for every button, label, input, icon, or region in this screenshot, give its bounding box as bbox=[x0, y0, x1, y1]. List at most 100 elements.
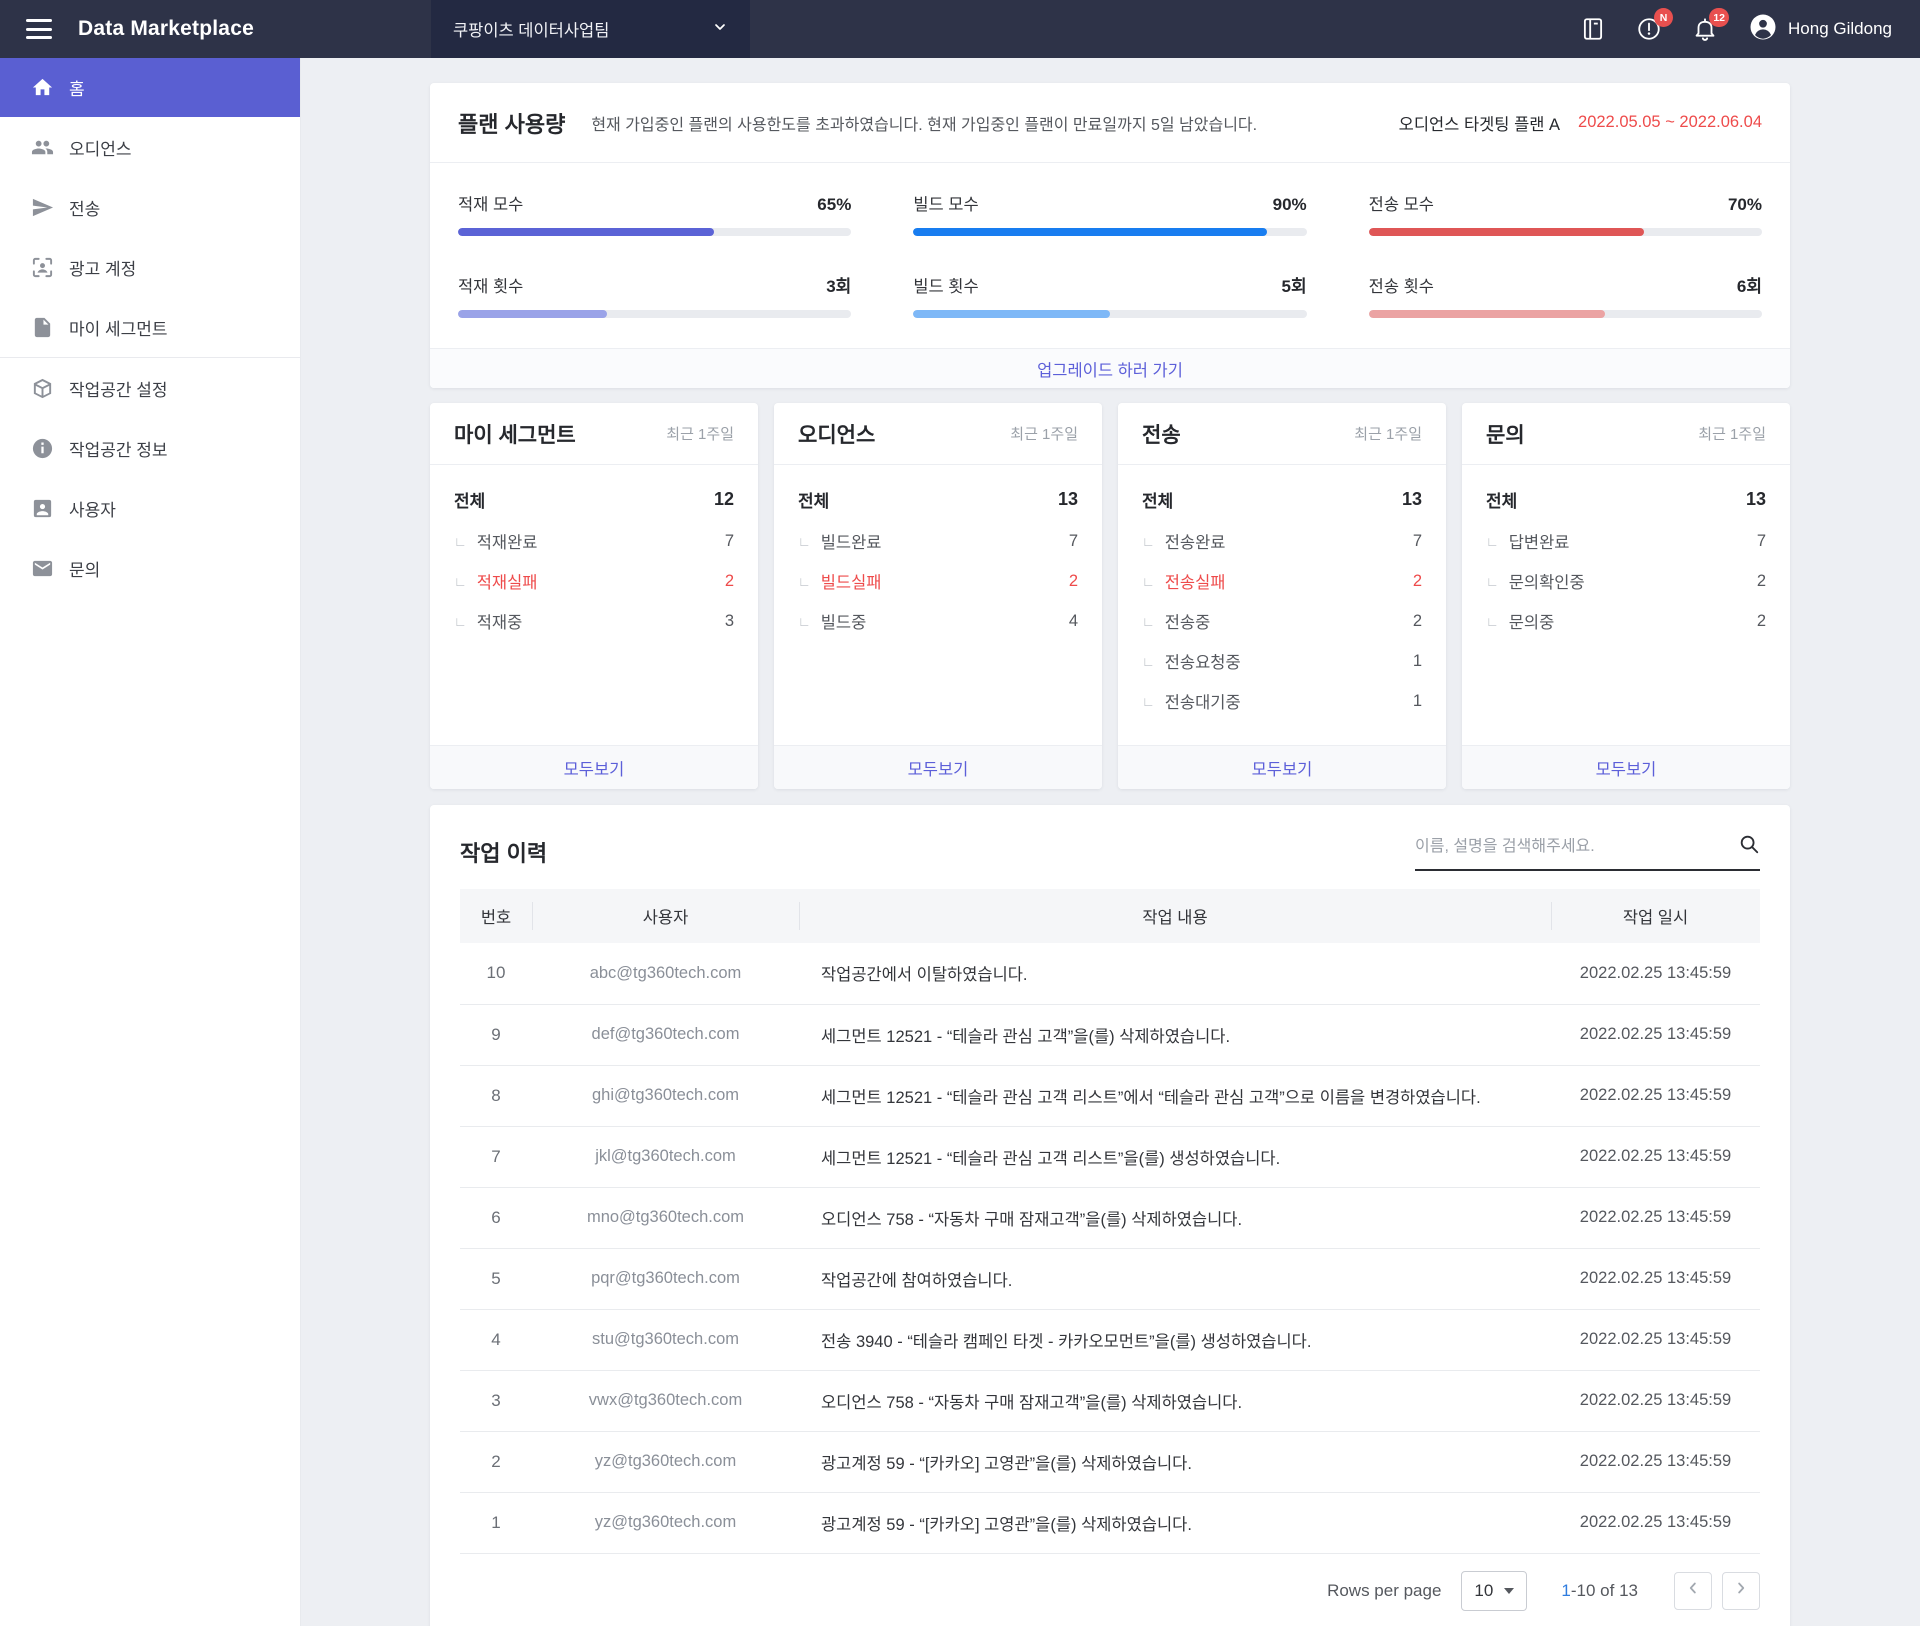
card-stat-row: ∟ 빌드실패 2 bbox=[798, 561, 1078, 601]
cell-no: 8 bbox=[491, 1085, 501, 1105]
sidebar-divider bbox=[0, 357, 300, 358]
chevron-left-icon bbox=[1684, 1579, 1702, 1602]
cell-action: 세그먼트 12521 - “테슬라 관심 고객 리스트”을(를) 생성하였습니다… bbox=[821, 1149, 1281, 1168]
card-title: 마이 세그먼트 bbox=[454, 423, 576, 447]
cell-date: 2022.02.25 13:45:59 bbox=[1579, 1086, 1732, 1104]
meter-transfer-population: 전송 모수 70% bbox=[1368, 191, 1762, 236]
card-stat-row: ∟ 적재실패 2 bbox=[454, 561, 734, 601]
tree-glyph: ∟ bbox=[1486, 613, 1499, 629]
cell-date: 2022.02.25 13:45:59 bbox=[1579, 1208, 1732, 1226]
search-input[interactable] bbox=[1415, 837, 1738, 856]
cell-no: 5 bbox=[491, 1268, 501, 1288]
work-history-table: 번호 사용자 작업 내용 작업 일시 10 abc@tg360tech.com … bbox=[460, 889, 1760, 1554]
tree-glyph: ∟ bbox=[798, 533, 811, 549]
cell-user: pqr@tg360tech.com bbox=[591, 1269, 740, 1287]
cell-date: 2022.02.25 13:45:59 bbox=[1579, 1452, 1732, 1470]
app-title: Data Marketplace bbox=[78, 17, 254, 40]
sidebar-item-workspace-settings[interactable]: 작업공간 설정 bbox=[0, 358, 300, 418]
table-row: 7 jkl@tg360tech.com 세그먼트 12521 - “테슬라 관심… bbox=[460, 1126, 1760, 1187]
plan-usage-title: 플랜 사용량 bbox=[458, 111, 566, 137]
progress-bar bbox=[458, 310, 852, 318]
hamburger-menu-icon[interactable] bbox=[26, 19, 52, 39]
stat-value: 7 bbox=[1412, 531, 1422, 550]
cell-no: 9 bbox=[491, 1024, 501, 1044]
cell-date: 2022.02.25 13:45:59 bbox=[1579, 1025, 1732, 1043]
notifications-badge: 12 bbox=[1709, 8, 1730, 27]
progress-bar bbox=[458, 228, 852, 236]
people-icon bbox=[30, 135, 54, 159]
sidebar: 홈 오디언스 전송 광고 계정 마이 세그먼트 작업공간 설정 작업공 bbox=[0, 58, 300, 1626]
cell-date: 2022.02.25 13:45:59 bbox=[1579, 1513, 1732, 1531]
sidebar-item-audience[interactable]: 오디언스 bbox=[0, 117, 300, 177]
table-row: 1 yz@tg360tech.com 광고계정 59 - “[카카오] 고영관”… bbox=[460, 1492, 1760, 1553]
meter-build-count: 빌드 횟수 5회 bbox=[913, 272, 1307, 318]
stat-value: 2 bbox=[1756, 571, 1766, 590]
total-row: 전체 13 bbox=[798, 488, 1078, 511]
stat-label: 빌드중 bbox=[820, 614, 867, 632]
user-menu[interactable]: Hong Gildong bbox=[1748, 12, 1892, 47]
sidebar-item-my-segment[interactable]: 마이 세그먼트 bbox=[0, 297, 300, 357]
cell-no: 10 bbox=[486, 963, 506, 983]
cell-action: 오디언스 758 - “자동차 구매 잠재고객”을(를) 삭제하였습니다. bbox=[821, 1210, 1243, 1229]
plan-usage-card: 플랜 사용량 현재 가입중인 플랜의 사용한도를 초과하였습니다. 현재 가입중… bbox=[430, 83, 1790, 388]
next-page-button[interactable] bbox=[1722, 1571, 1760, 1610]
stat-value: 1 bbox=[1412, 651, 1422, 670]
main-content: 플랜 사용량 현재 가입중인 플랜의 사용한도를 초과하였습니다. 현재 가입중… bbox=[300, 58, 1920, 1626]
cell-user: yz@tg360tech.com bbox=[594, 1452, 737, 1470]
caret-down-icon bbox=[1504, 1587, 1515, 1594]
stat-label: 전송요청중 bbox=[1164, 654, 1241, 672]
previous-page-button[interactable] bbox=[1674, 1571, 1712, 1610]
card-stat-row: ∟ 빌드중 4 bbox=[798, 601, 1078, 641]
rows-per-page-label: Rows per page bbox=[1327, 1580, 1442, 1600]
navbar-actions: N 12 Hong Gildong bbox=[1550, 8, 1920, 47]
tree-glyph: ∟ bbox=[1486, 533, 1499, 549]
cell-user: vwx@tg360tech.com bbox=[588, 1391, 743, 1409]
home-icon bbox=[30, 76, 54, 100]
card-stat-row: ∟ 적재완료 7 bbox=[454, 521, 734, 561]
stat-value: 7 bbox=[1068, 531, 1078, 550]
sidebar-item-users[interactable]: 사용자 bbox=[0, 478, 300, 538]
my-segment-card: 마이 세그먼트 최근 1주일 전체 12 ∟ 적재완료 7 bbox=[430, 403, 758, 789]
tree-glyph: ∟ bbox=[1142, 573, 1155, 589]
table-row: 4 stu@tg360tech.com 전송 3940 - “테슬라 캠페인 타… bbox=[460, 1309, 1760, 1370]
stat-label: 빌드완료 bbox=[820, 534, 882, 552]
table-row: 8 ghi@tg360tech.com 세그먼트 12521 - “테슬라 관심… bbox=[460, 1065, 1760, 1126]
cell-no: 3 bbox=[491, 1390, 501, 1410]
sidebar-item-transfer[interactable]: 전송 bbox=[0, 177, 300, 237]
tree-glyph: ∟ bbox=[454, 573, 467, 589]
work-history-card: 작업 이력 번호 사용자 작업 내용 작업 bbox=[430, 805, 1790, 1626]
transfer-card: 전송 최근 1주일 전체 13 ∟ 전송완료 7 bbox=[1118, 403, 1446, 789]
view-all-link[interactable]: 모두보기 bbox=[563, 760, 625, 779]
sidebar-item-home[interactable]: 홈 bbox=[0, 58, 300, 117]
alerts-button[interactable]: N bbox=[1636, 8, 1674, 42]
view-all-link[interactable]: 모두보기 bbox=[907, 760, 969, 779]
top-navbar: Data Marketplace 쿠팡이츠 데이터사업팀 N 12 bbox=[0, 0, 1920, 58]
rows-per-page-select[interactable]: 10 bbox=[1461, 1570, 1528, 1611]
upgrade-link[interactable]: 업그레이드 하러 가기 bbox=[1037, 361, 1183, 380]
avatar-icon bbox=[1748, 12, 1778, 47]
cell-date: 2022.02.25 13:45:59 bbox=[1579, 1391, 1732, 1409]
table-header-row: 번호 사용자 작업 내용 작업 일시 bbox=[460, 889, 1760, 943]
guide-book-button[interactable] bbox=[1580, 16, 1606, 42]
sidebar-item-ad-account[interactable]: 광고 계정 bbox=[0, 237, 300, 297]
view-all-link[interactable]: 모두보기 bbox=[1595, 760, 1657, 779]
card-stat-row: ∟ 적재중 3 bbox=[454, 601, 734, 641]
notifications-button[interactable]: 12 bbox=[1692, 8, 1730, 42]
workspace-selector[interactable]: 쿠팡이츠 데이터사업팀 bbox=[431, 0, 750, 58]
progress-bar bbox=[913, 228, 1307, 236]
plan-usage-footer: 업그레이드 하러 가기 bbox=[430, 348, 1790, 388]
cell-action: 광고계정 59 - “[카카오] 고영관”을(를) 삭제하였습니다. bbox=[821, 1515, 1192, 1534]
stat-label: 적재중 bbox=[476, 614, 523, 632]
sidebar-item-workspace-info[interactable]: 작업공간 정보 bbox=[0, 418, 300, 478]
view-all-link[interactable]: 모두보기 bbox=[1251, 760, 1313, 779]
search-field bbox=[1415, 833, 1760, 871]
stat-label: 전송완료 bbox=[1164, 534, 1226, 552]
cell-action: 세그먼트 12521 - “테슬라 관심 고객”을(를) 삭제하였습니다. bbox=[821, 1027, 1231, 1046]
search-icon[interactable] bbox=[1738, 833, 1760, 860]
cell-action: 전송 3940 - “테슬라 캠페인 타겟 - 카카오모먼트”을(를) 생성하였… bbox=[821, 1332, 1312, 1351]
workspace-selector-label: 쿠팡이츠 데이터사업팀 bbox=[453, 22, 610, 40]
stat-label: 적재실패 bbox=[476, 574, 538, 592]
tree-glyph: ∟ bbox=[798, 613, 811, 629]
sidebar-item-inquiry[interactable]: 문의 bbox=[0, 538, 300, 598]
work-history-title: 작업 이력 bbox=[460, 841, 548, 866]
